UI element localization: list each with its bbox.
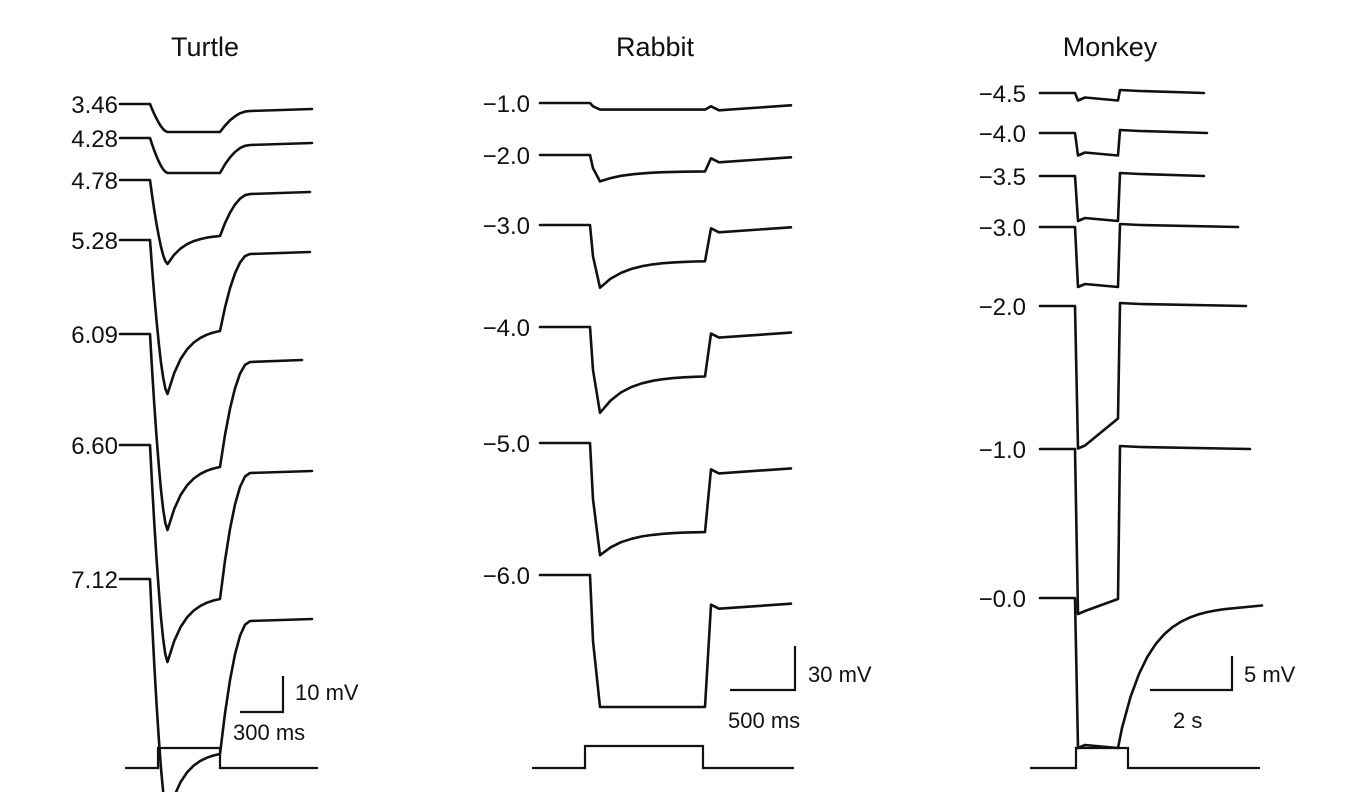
intensity-label: −3.0 [979, 215, 1026, 242]
intensity-label: −0.0 [979, 586, 1026, 613]
response-trace [538, 441, 793, 557]
response-trace [1038, 171, 1206, 223]
intensity-label: −4.0 [979, 121, 1026, 148]
scale-bar-lines [240, 676, 285, 714]
intensity-label: 7.12 [71, 567, 118, 594]
intensity-label: −3.5 [979, 164, 1026, 191]
response-trace [118, 443, 314, 664]
response-trace [1038, 222, 1240, 289]
scale-bar-monkey: 5 mV 2 s [1150, 656, 1296, 733]
response-trace [1038, 444, 1252, 616]
response-trace [118, 238, 312, 396]
response-trace [538, 153, 793, 183]
response-trace [1038, 128, 1209, 157]
stimulus-bar-turtle [125, 746, 318, 770]
scale-bar-time-label: 2 s [1173, 708, 1202, 733]
scale-bar-voltage-label: 5 mV [1244, 662, 1296, 687]
panel-title-rabbit: Rabbit [616, 32, 695, 62]
intensity-label-layer: 3.46 4.28 4.78 5.28 6.09 6.60 7.12 −1.0 −2.0 −3.0… [71, 81, 1026, 613]
response-trace [538, 325, 793, 415]
stimulus-bar-rabbit [532, 744, 794, 770]
intensity-label: 6.60 [71, 433, 118, 460]
intensity-label: −3.0 [483, 213, 530, 240]
scale-bar-turtle: 10 mV 300 ms [233, 676, 359, 745]
trace-layer [118, 88, 1264, 792]
response-trace [118, 332, 304, 532]
scale-bar-time-label: 300 ms [233, 720, 305, 745]
scale-bar-voltage-label: 30 mV [808, 662, 872, 687]
panel-title-monkey: Monkey [1063, 32, 1158, 62]
response-trace [538, 101, 793, 112]
intensity-label: −4.5 [979, 81, 1026, 108]
intensity-label: −6.0 [483, 563, 530, 590]
scale-bar-rabbit: 30 mV 500 ms [728, 646, 872, 733]
response-trace [118, 136, 314, 175]
intensity-label: −4.0 [483, 315, 530, 342]
response-trace [1038, 596, 1264, 750]
scale-bar-time-label: 500 ms [728, 708, 800, 733]
response-trace [118, 577, 314, 792]
response-trace [118, 102, 314, 134]
intensity-label: −2.0 [979, 294, 1026, 321]
response-trace [118, 178, 312, 266]
scale-bar-lines [1150, 656, 1234, 692]
intensity-label: 3.46 [71, 92, 118, 119]
intensity-label: −1.0 [483, 91, 530, 118]
scale-bar-voltage-label: 10 mV [295, 680, 359, 705]
stimulus-bar-monkey [1030, 746, 1260, 770]
intensity-label: 4.78 [71, 168, 118, 195]
response-trace [538, 223, 793, 289]
intensity-label: 4.28 [71, 126, 118, 153]
intensity-label: −2.0 [483, 143, 530, 170]
intensity-label: −5.0 [483, 431, 530, 458]
intensity-label: −1.0 [979, 437, 1026, 464]
scale-bar-lines [730, 646, 797, 692]
panel-title-turtle: Turtle [171, 32, 239, 62]
response-trace [1038, 301, 1248, 450]
response-trace [538, 573, 793, 709]
intensity-label: 5.28 [71, 228, 118, 255]
response-trace [1038, 88, 1206, 102]
intensity-label: 6.09 [71, 322, 118, 349]
